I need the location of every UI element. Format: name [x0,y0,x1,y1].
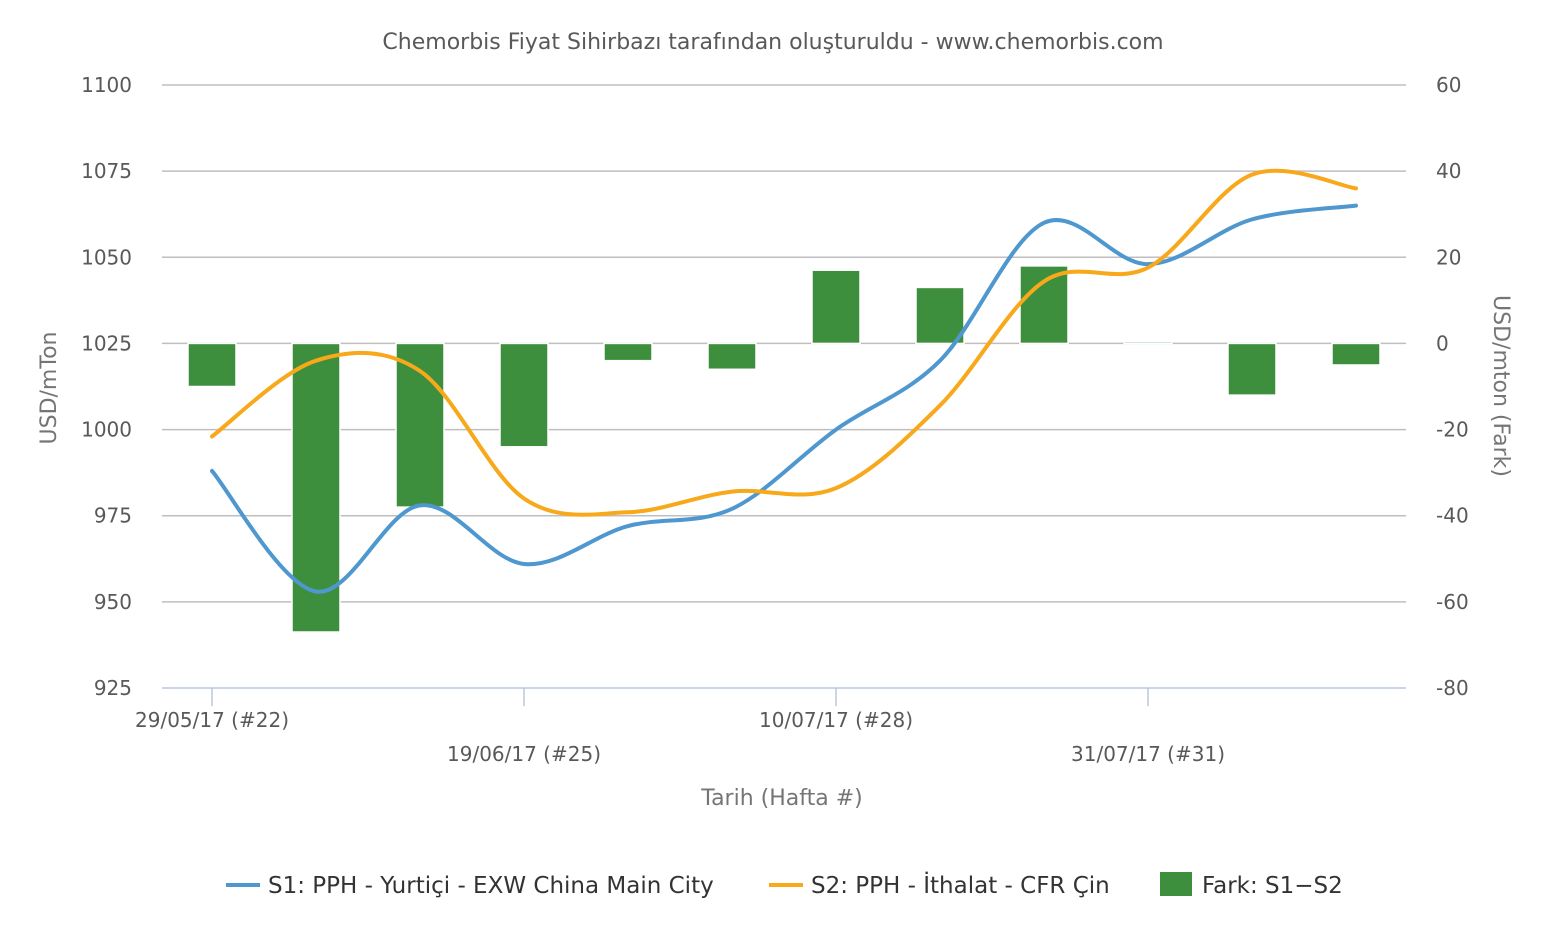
y2-tick-label: -60 [1436,590,1469,614]
diff-bar [915,286,965,345]
diff-bar [187,342,237,388]
x-tick-label: 29/05/17 (#22) [135,708,289,732]
diff-bar [499,342,549,448]
diff-bar [1227,342,1277,396]
s1-line [210,203,1358,594]
y2-axis-title: USD/mton (Fark) [1488,295,1513,477]
y-axis-title: USD/mTon [37,332,62,445]
y2-tick-label: 0 [1436,331,1449,355]
s2-line [210,168,1358,517]
legend-label: S2: PPH - İthalat - CFR Çin [811,871,1110,899]
diff-bar [603,342,653,362]
y-tick-label: 1075 [81,159,132,183]
y2-tick-label: -80 [1436,676,1469,700]
y-tick-label: 1100 [81,73,132,97]
y2-tick-label: 20 [1436,245,1461,269]
x-tick-label: 31/07/17 (#31) [1071,742,1225,766]
x-axis-title: Tarih (Hafta #) [700,786,862,811]
diff-bar [811,269,861,345]
chart-title: Chemorbis Fiyat Sihirbazı tarafından olu… [382,30,1163,55]
y-tick-label: 1025 [81,331,132,355]
y-tick-label: 1000 [81,418,132,442]
legend-label: Fark: S1−S2 [1202,873,1343,899]
legend: S1: PPH - Yurtiçi - EXW China Main City S… [226,871,1343,899]
y2-tick-label: 40 [1436,159,1461,183]
y2-tick-label: -20 [1436,418,1469,442]
legend-item: Fark: S1−S2 [1160,872,1343,899]
bar-series [187,265,1381,633]
y-tick-label: 975 [94,504,132,528]
y-tick-label: 925 [94,676,132,700]
legend-item: S1: PPH - Yurtiçi - EXW China Main City [226,873,714,899]
x-tick-label: 19/06/17 (#25) [447,742,601,766]
y2-tick-label: 60 [1436,73,1461,97]
y-tick-label: 1050 [81,245,132,269]
axes: 1100 1075 1050 1025 1000 975 950 925 60 40 20 0 -20 -… [81,73,1469,766]
gridlines [162,84,1406,603]
legend-swatch [1160,872,1192,896]
diff-bar [1123,340,1173,345]
diff-bar [395,342,445,508]
diff-bar [1331,342,1381,366]
legend-item: S2: PPH - İthalat - CFR Çin [769,871,1110,899]
legend-label: S1: PPH - Yurtiçi - EXW China Main City [268,873,714,899]
diff-bar [707,342,757,371]
y2-tick-label: -40 [1436,504,1469,528]
diff-bar [1019,265,1069,345]
line-series [210,168,1358,594]
y-tick-label: 950 [94,590,132,614]
x-tick-label: 10/07/17 (#28) [759,708,913,732]
